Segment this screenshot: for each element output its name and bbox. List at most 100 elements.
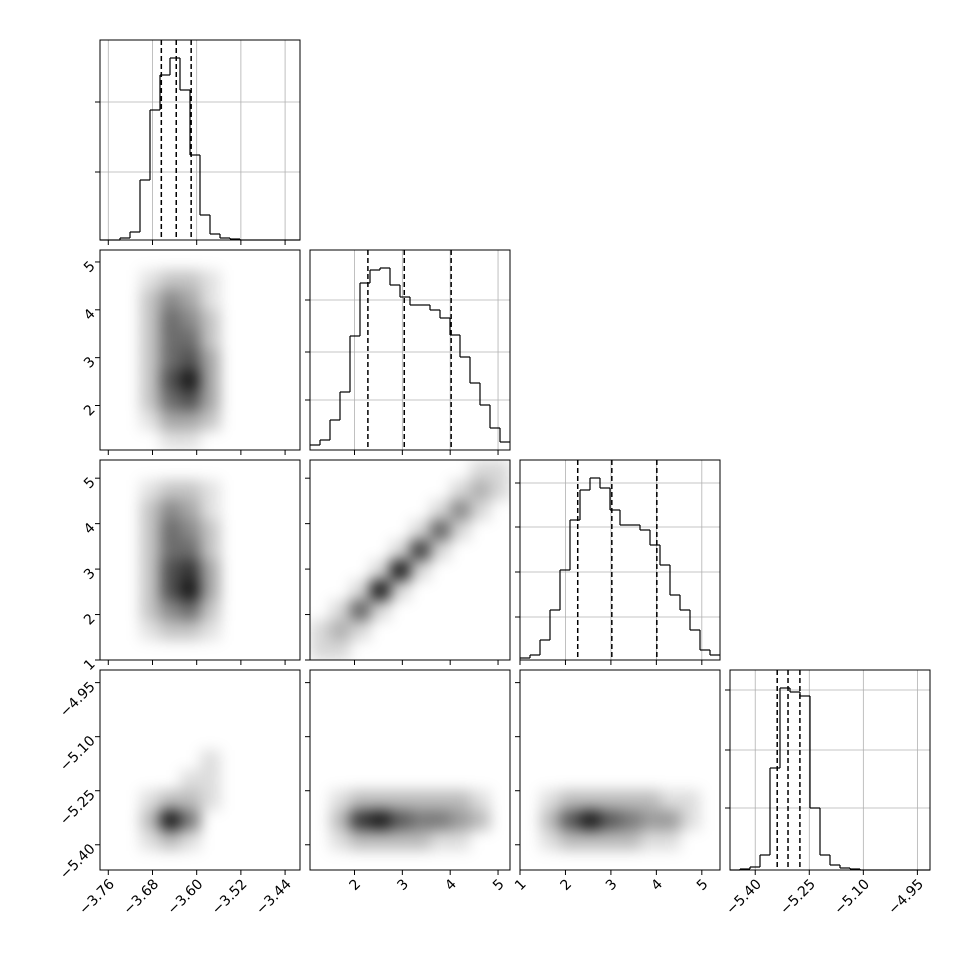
density-panel <box>120 460 301 661</box>
density-cell <box>200 850 221 871</box>
density-cell <box>450 640 471 661</box>
density-cell <box>410 770 431 791</box>
density-cell <box>430 580 451 601</box>
density-cell <box>370 500 391 521</box>
density-cell <box>180 350 201 371</box>
density-cell <box>280 540 301 561</box>
density-cell <box>470 560 491 581</box>
density-cell <box>620 710 641 731</box>
density-cell <box>220 690 241 711</box>
density-cell <box>450 580 471 601</box>
density-cell <box>370 790 391 811</box>
density-cell <box>540 730 561 751</box>
density-cell <box>660 710 681 731</box>
density-cell <box>520 690 541 711</box>
density-cell <box>140 580 161 601</box>
density-cell <box>120 560 141 581</box>
density-cell <box>680 690 701 711</box>
density-layer <box>120 460 301 661</box>
density-cell <box>260 670 281 691</box>
density-cell <box>260 460 281 481</box>
density-cell <box>410 710 431 731</box>
density-cell <box>390 810 411 831</box>
density-cell <box>200 540 221 561</box>
density-cell <box>120 410 141 431</box>
density-cell <box>160 830 181 851</box>
x-tick-label: 4 <box>648 876 666 894</box>
density-cell <box>220 410 241 431</box>
density-cell <box>370 520 391 541</box>
density-cell <box>700 730 721 751</box>
density-cell <box>430 810 451 831</box>
density-cell <box>520 810 541 831</box>
density-cell <box>660 730 681 751</box>
density-cell <box>240 250 261 271</box>
density-cell <box>490 690 511 711</box>
density-cell <box>180 390 201 411</box>
density-cell <box>430 640 451 661</box>
density-cell <box>330 770 351 791</box>
density-cell <box>200 580 221 601</box>
density-cell <box>140 560 161 581</box>
x-tick-label: −4.95 <box>885 876 927 918</box>
density-cell <box>490 810 511 831</box>
density-cell <box>310 480 331 501</box>
density-cell <box>140 750 161 771</box>
density-cell <box>390 850 411 871</box>
density-layer <box>310 690 511 871</box>
density-cell <box>310 750 331 771</box>
density-cell <box>160 460 181 481</box>
density-cell <box>450 500 471 521</box>
density-cell <box>470 730 491 751</box>
density-cell <box>200 520 221 541</box>
density-cell <box>560 750 581 771</box>
density-cell <box>330 480 351 501</box>
density-cell <box>350 810 371 831</box>
density-cell <box>620 790 641 811</box>
density-cell <box>370 560 391 581</box>
density-cell <box>180 670 201 691</box>
density-cell <box>490 520 511 541</box>
density-cell <box>200 750 221 771</box>
density-cell <box>260 290 281 311</box>
density-cell <box>620 730 641 751</box>
density-cell <box>260 620 281 641</box>
density-cell <box>390 500 411 521</box>
density-cell <box>410 480 431 501</box>
density-cell <box>370 750 391 771</box>
panel-frame <box>519 459 721 661</box>
density-cell <box>180 500 201 521</box>
density-cell <box>490 600 511 621</box>
density-cell <box>280 270 301 291</box>
density-cell <box>260 560 281 581</box>
density-cell <box>370 620 391 641</box>
density-cell <box>410 540 431 561</box>
density-cell <box>700 770 721 791</box>
panel-frame <box>309 669 511 871</box>
density-cell <box>280 710 301 731</box>
density-cell <box>220 620 241 641</box>
density-cell <box>260 850 281 871</box>
density-cell <box>120 620 141 641</box>
density-cell <box>680 670 701 691</box>
density-cell <box>450 480 471 501</box>
density-cell <box>450 850 471 871</box>
density-cell <box>490 710 511 731</box>
density-cell <box>430 560 451 581</box>
density-cell <box>220 770 241 791</box>
x-tick-label: 2 <box>557 876 575 894</box>
density-cell <box>310 830 331 851</box>
y-tick-label: 3 <box>81 565 99 583</box>
density-cell <box>370 460 391 481</box>
density-cell <box>260 810 281 831</box>
density-cell <box>310 620 331 641</box>
density-cell <box>160 640 181 661</box>
density-cell <box>200 460 221 481</box>
density-cell <box>180 480 201 501</box>
density-cell <box>220 290 241 311</box>
density-cell <box>140 460 161 481</box>
density-cell <box>580 790 601 811</box>
density-cell <box>280 620 301 641</box>
density-layer <box>140 670 301 871</box>
density-cell <box>100 350 121 371</box>
